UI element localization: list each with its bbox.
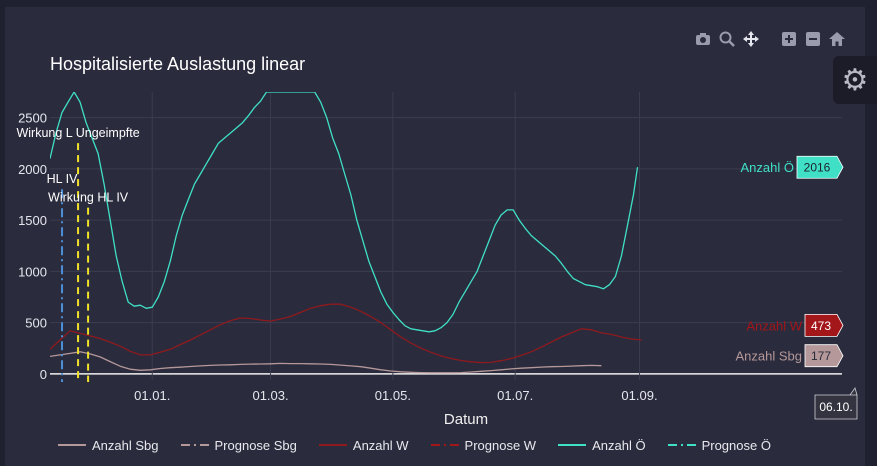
camera-icon[interactable] bbox=[694, 30, 712, 48]
y-tick-label: 500 bbox=[25, 316, 47, 331]
legend-label: Prognose Ö bbox=[701, 437, 771, 453]
x-tick-label: 01.05. bbox=[375, 388, 411, 403]
vline-label: Wirkung HL IV bbox=[48, 191, 129, 205]
legend-item-anzahl-w[interactable]: Anzahl W bbox=[318, 437, 409, 453]
hover-series-name: Anzahl Sbg bbox=[736, 349, 803, 364]
legend-label: Prognose Sbg bbox=[214, 437, 297, 453]
legend: Anzahl Sbg Prognose Sbg Anzahl W Prognose W… bbox=[58, 437, 793, 453]
legend-swatch bbox=[430, 444, 459, 446]
y-tick-label: 1000 bbox=[18, 264, 47, 279]
legend-label: Anzahl Ö bbox=[592, 437, 646, 453]
zoom-in-icon[interactable] bbox=[780, 30, 798, 48]
series-lines bbox=[50, 92, 642, 374]
series-line-anzahl-sbg[interactable] bbox=[50, 351, 602, 374]
pan-icon[interactable] bbox=[742, 30, 760, 48]
home-icon[interactable] bbox=[828, 30, 846, 48]
y-tick-label: 0 bbox=[40, 367, 47, 382]
hover-x-box bbox=[814, 387, 858, 420]
vline-label: HL IV bbox=[47, 172, 78, 186]
grid-lines bbox=[50, 92, 842, 380]
chart-panel bbox=[5, 7, 865, 466]
vline-label: Wirkung L Ungeimpfte bbox=[16, 126, 139, 140]
legend-label: Prognose W bbox=[464, 437, 537, 453]
legend-swatch bbox=[58, 444, 86, 446]
modebar bbox=[694, 30, 846, 48]
settings-gear-icon[interactable]: ⚙ bbox=[833, 56, 877, 104]
x-tick-label: 01.03. bbox=[252, 388, 288, 403]
hover-value: 2016 bbox=[804, 161, 831, 175]
hover-value-box bbox=[804, 313, 844, 337]
chart-title: Hospitalisierte Auslastung linear bbox=[50, 54, 306, 74]
legend-item-prognose-sbg[interactable]: Prognose Sbg bbox=[180, 437, 297, 453]
zoom-icon[interactable] bbox=[718, 30, 736, 48]
series-line-anzahl-ö[interactable] bbox=[50, 92, 639, 333]
legend-item-anzahl-ö[interactable]: Anzahl Ö bbox=[558, 437, 646, 453]
x-tick-label: 01.07. bbox=[497, 388, 533, 403]
legend-item-prognose-ö[interactable]: Prognose Ö bbox=[667, 437, 771, 453]
hover-value: 177 bbox=[811, 349, 831, 363]
y-tick-label: 1500 bbox=[18, 213, 47, 228]
y-tick-label: 2500 bbox=[18, 111, 47, 126]
hover-x-label: 06.10. bbox=[819, 400, 852, 414]
legend-item-prognose-w[interactable]: Prognose W bbox=[430, 437, 537, 453]
x-axis-title: Datum bbox=[444, 411, 488, 428]
hover-series-name: Anzahl W bbox=[746, 318, 802, 333]
y-tick-label: 2000 bbox=[18, 162, 47, 177]
hover-value-box bbox=[804, 344, 844, 368]
legend-item-anzahl-sbg[interactable]: Anzahl Sbg bbox=[58, 438, 159, 453]
legend-swatch bbox=[180, 444, 209, 446]
legend-swatch bbox=[667, 444, 696, 446]
legend-label: Anzahl W bbox=[352, 437, 409, 453]
zoom-out-icon[interactable] bbox=[804, 30, 822, 48]
legend-label: Anzahl Sbg bbox=[92, 437, 159, 453]
legend-swatch bbox=[558, 444, 587, 446]
hover-value: 473 bbox=[811, 319, 831, 333]
hover-series-name: Anzahl Ö bbox=[741, 160, 794, 175]
hover-value-box bbox=[796, 155, 844, 179]
x-tick-label: 01.01. bbox=[134, 388, 170, 403]
legend-swatch bbox=[318, 444, 347, 446]
series-line-anzahl-w[interactable] bbox=[50, 303, 642, 364]
x-tick-label: 01.09. bbox=[621, 388, 657, 403]
